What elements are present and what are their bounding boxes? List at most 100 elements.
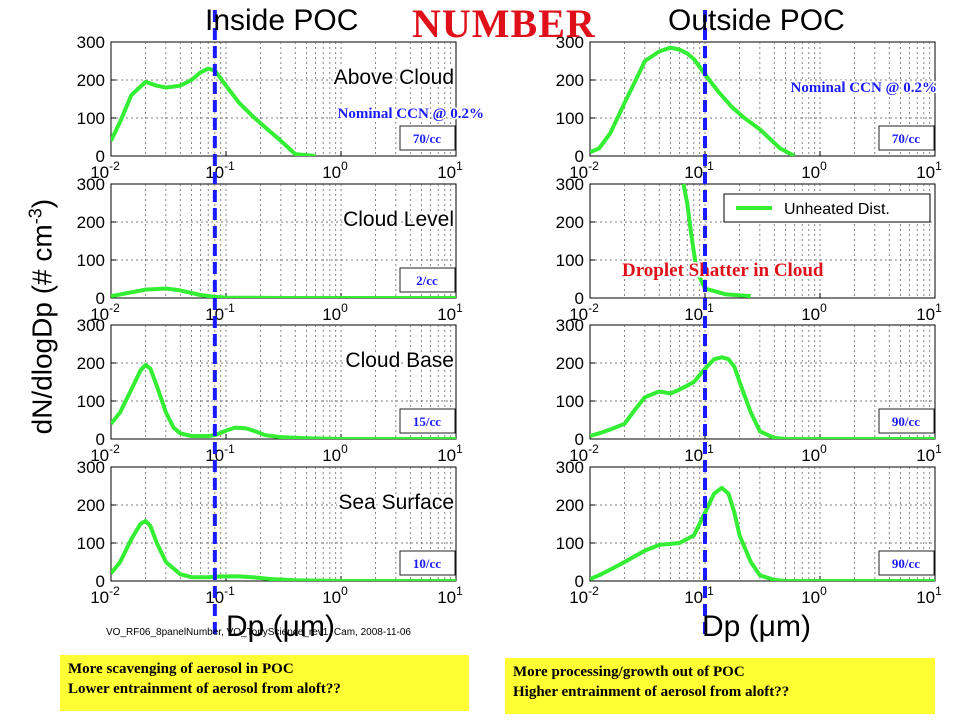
y-tick-label: 0: [575, 289, 584, 308]
y-tick-label: 200: [556, 71, 584, 90]
panel-label: Cloud Base: [345, 349, 454, 372]
y-tick-label: 200: [556, 213, 584, 232]
x-tick-label: 101: [437, 584, 463, 607]
concentration-box: [399, 550, 456, 576]
series-line: [590, 485, 935, 581]
x-tick-label: 10-1: [684, 301, 714, 324]
x-tick-label: 10-1: [205, 301, 235, 324]
y-tick-label: 0: [96, 147, 105, 166]
y-tick-label: 300: [77, 33, 105, 52]
panel-outside-4: 0 100 200 300 10-2 10-1 100 101 90/cc: [556, 458, 942, 607]
x-tick-label: 10-2: [90, 301, 120, 324]
x-tick-label: 101: [916, 159, 942, 182]
figure-title: NUMBER: [412, 1, 596, 46]
x-tick-label: 10-2: [569, 584, 599, 607]
x-tick-label: 10-1: [205, 584, 235, 607]
chart-annotation: Droplet Shatter in Cloud: [622, 260, 824, 281]
x-tick-label: 101: [437, 301, 463, 324]
y-tick-label: 0: [575, 147, 584, 166]
panel-inside-2: 0 100 200 300 10-2 10-1 100 101 Cloud Level 2/cc: [77, 175, 463, 324]
panel-inside-4: 0 100 200 300 10-2 10-1 100 101 Sea Surface 10/cc: [77, 458, 463, 607]
series-line: [681, 183, 751, 298]
concentration-label: 10/cc: [413, 556, 441, 571]
series-line: [590, 45, 796, 156]
note-outside-line-2: Higher entrainment of aerosol from aloft…: [513, 684, 790, 700]
y-tick-label: 0: [96, 430, 105, 449]
x-tick-label: 10-1: [684, 442, 714, 465]
y-axis-label: dN/dlogDp (# cm-3): [25, 198, 58, 435]
y-tick-label: 300: [556, 316, 584, 335]
x-tick-label: 100: [801, 159, 827, 182]
y-tick-label: 0: [575, 430, 584, 449]
x-tick-label: 101: [437, 442, 463, 465]
x-tick-label: 100: [801, 584, 827, 607]
y-tick-label: 300: [556, 33, 584, 52]
y-tick-label: 300: [556, 458, 584, 477]
x-axis-label-left: Dp (μm): [226, 610, 335, 643]
series-line: [111, 286, 456, 298]
concentration-box: [878, 550, 935, 576]
x-tick-label: 10-1: [684, 584, 714, 607]
inside-poc-heading: Inside POC: [205, 4, 359, 37]
y-tick-label: 0: [96, 572, 105, 591]
x-tick-label: 10-1: [684, 159, 714, 182]
concentration-label: 70/cc: [413, 131, 441, 146]
panel-outside-1: 0 100 200 300 10-2 10-1 100 101 70/cc Nominal CCN…: [556, 33, 942, 182]
note-inside-line-1: More scavenging of aerosol in POC: [68, 661, 294, 677]
concentration-label: 90/cc: [892, 414, 920, 429]
panel-label: Cloud Level: [343, 208, 454, 231]
y-tick-label: 300: [77, 316, 105, 335]
panel-label: Sea Surface: [338, 491, 454, 514]
x-tick-label: 10-2: [90, 584, 120, 607]
concentration-label: 2/cc: [416, 273, 438, 288]
note-inside-poc: More scavenging of aerosol in POC Lower …: [60, 655, 469, 711]
y-tick-label: 200: [556, 496, 584, 515]
y-tick-label: 0: [96, 289, 105, 308]
plot-frame: [110, 183, 457, 299]
x-tick-label: 10-1: [205, 159, 235, 182]
x-tick-label: 100: [801, 442, 827, 465]
y-tick-label: 100: [556, 392, 584, 411]
panel-outside-2: 0 100 200 300 10-2 10-1 100 101 Unheated Dist. Dr…: [556, 175, 942, 324]
concentration-label: 15/cc: [413, 414, 441, 429]
panel-inside-1: 0 100 200 300 10-2 10-1 100 101 Above Cloud 70/cc…: [77, 33, 486, 182]
x-tick-label: 101: [916, 442, 942, 465]
legend-label: Unheated Dist.: [784, 201, 890, 218]
x-tick-label: 101: [916, 301, 942, 324]
panel-label: Above Cloud: [334, 66, 454, 89]
y-tick-label: 100: [556, 109, 584, 128]
x-tick-label: 10-2: [90, 442, 120, 465]
note-outside-poc: More processing/growth out of POC Higher…: [505, 658, 935, 714]
note-inside-line-2: Lower entrainment of aerosol from aloft?…: [68, 681, 341, 697]
concentration-label: 70/cc: [892, 131, 920, 146]
x-tick-label: 10-2: [569, 159, 599, 182]
series-line: [590, 355, 935, 439]
concentration-label: 90/cc: [892, 556, 920, 571]
chart-annotation: Nominal CCN @ 0.2%: [338, 106, 484, 122]
x-tick-label: 100: [322, 301, 348, 324]
x-tick-label: 100: [322, 442, 348, 465]
y-tick-label: 100: [556, 251, 584, 270]
x-tick-label: 101: [437, 159, 463, 182]
panel-inside-3: 0 100 200 300 10-2 10-1 100 101 Cloud Base 15/cc: [77, 316, 463, 465]
x-tick-label: 10-2: [569, 442, 599, 465]
plot-frame: [589, 324, 936, 440]
note-outside-line-1: More processing/growth out of POC: [513, 664, 745, 680]
x-tick-label: 100: [801, 301, 827, 324]
y-tick-label: 100: [77, 534, 105, 553]
concentration-box: [399, 408, 456, 434]
plot-frame: [589, 466, 936, 582]
concentration-box: [399, 267, 456, 293]
series-line: [111, 519, 456, 581]
x-tick-label: 100: [322, 584, 348, 607]
y-tick-label: 200: [77, 71, 105, 90]
series-line: [111, 66, 316, 156]
concentration-box: [399, 125, 456, 151]
x-axis-label-right: Dp (μm): [702, 610, 811, 643]
y-tick-label: 100: [77, 251, 105, 270]
x-tick-label: 10-2: [569, 301, 599, 324]
panel-outside-3: 0 100 200 300 10-2 10-1 100 101 90/cc: [556, 316, 942, 465]
x-tick-label: 101: [916, 584, 942, 607]
chart-annotation: Nominal CCN @ 0.2%: [791, 80, 937, 96]
